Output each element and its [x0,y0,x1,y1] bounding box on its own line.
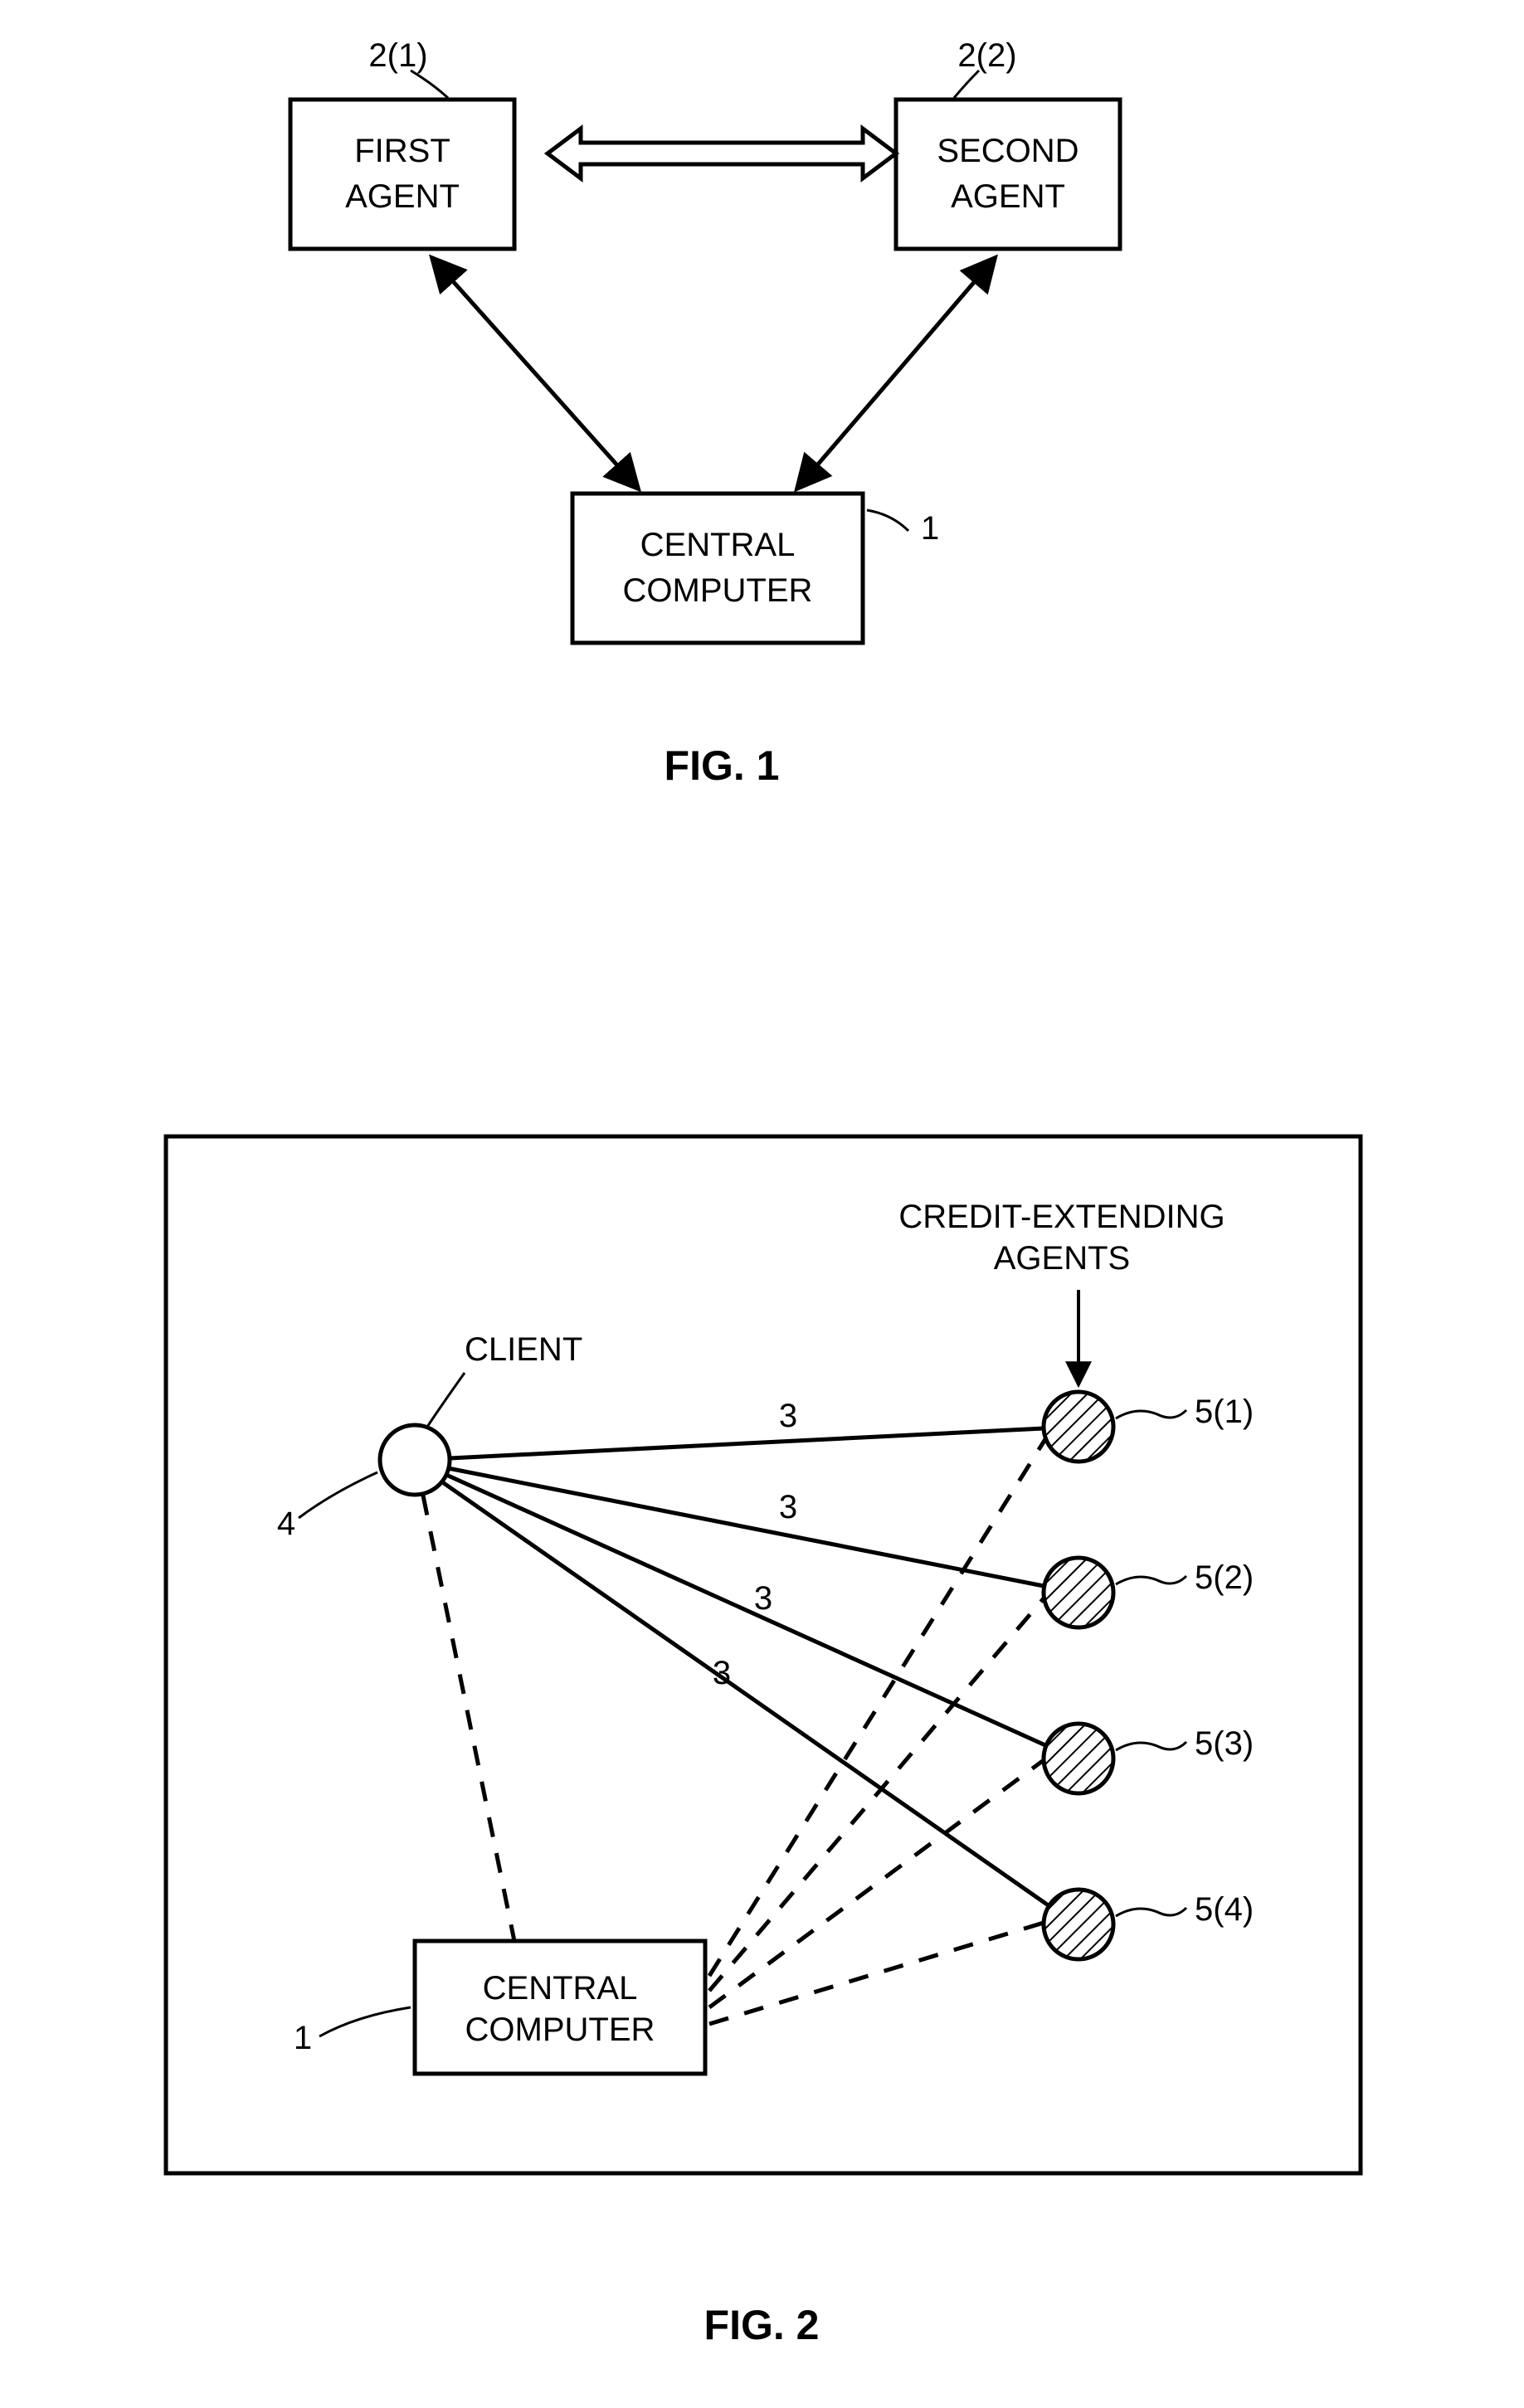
agent3-annotation: 5(3) [1195,1725,1254,1762]
agent-nodes: 5(1) 5(2) 5(3) 5(4) [1044,1392,1254,1959]
second-agent-label-2: AGENT [951,178,1065,215]
second-agent-leader [954,71,979,98]
agents-label-line1: CREDIT-EXTENDING [898,1199,1225,1235]
edge-central-first [431,257,639,489]
central-label-2: COMPUTER [623,572,813,609]
agent4-leader [1116,1908,1186,1916]
agent-node-2 [1044,1558,1113,1627]
client-node [380,1425,450,1495]
fig2-frame [166,1136,1361,2173]
second-agent-label-1: SECOND [937,133,1078,169]
agent4-annotation: 5(4) [1195,1891,1254,1928]
fig2-svg: CREDIT-EXTENDING AGENTS CLIENT 4 3 3 3 3… [0,896,1524,2408]
central-annotation-fig1: 1 [921,510,939,547]
second-agent-annotation: 2(2) [957,37,1016,74]
client-label: CLIENT [465,1331,582,1368]
central-node-fig2: CENTRAL COMPUTER [415,1941,705,2074]
edge-label-2: 3 [779,1489,797,1525]
edge-label-3: 3 [754,1580,772,1617]
page: FIRST AGENT 2(1) SECOND AGENT 2(2) CENTR… [0,0,1524,2408]
agent-node-1 [1044,1392,1113,1462]
central2-leader [319,2007,411,2036]
first-agent-label-1: FIRST [354,133,450,169]
fig1-caption: FIG. 1 [665,742,780,789]
first-agent-label-2: AGENT [345,178,460,215]
edge-central-second [796,257,996,489]
central-label-1: CENTRAL [640,527,796,563]
agent2-leader [1116,1576,1186,1584]
central-leader-fig1 [867,510,908,531]
first-agent-leader [411,71,448,98]
bidir-hollow-arrow [548,129,896,178]
second-agent-node: SECOND AGENT [896,100,1120,249]
client-annotation: 4 [277,1506,295,1542]
edge-label-1: 3 [779,1398,797,1434]
central-node-fig1: CENTRAL COMPUTER [572,494,863,643]
agent1-annotation: 5(1) [1195,1394,1254,1430]
first-agent-annotation: 2(1) [368,37,427,74]
central2-label-1: CENTRAL [483,1970,638,2007]
central2-label-2: COMPUTER [465,2012,655,2048]
client-leader [427,1373,465,1427]
edges-client-agents: 3 3 3 3 [441,1398,1049,1906]
agent-node-3 [1044,1724,1113,1793]
agent1-leader [1116,1410,1186,1418]
edge-label-4: 3 [713,1655,731,1691]
fig2-caption: FIG. 2 [704,2302,820,2348]
agent-node-4 [1044,1890,1113,1959]
agent2-annotation: 5(2) [1195,1559,1254,1596]
agent3-leader [1116,1742,1186,1750]
agents-label-line2: AGENTS [994,1240,1130,1277]
fig1-svg: FIRST AGENT 2(1) SECOND AGENT 2(2) CENTR… [0,0,1524,896]
central2-annotation: 1 [294,2020,312,2056]
client-ann-leader [299,1472,377,1518]
first-agent-node: FIRST AGENT [290,100,514,249]
